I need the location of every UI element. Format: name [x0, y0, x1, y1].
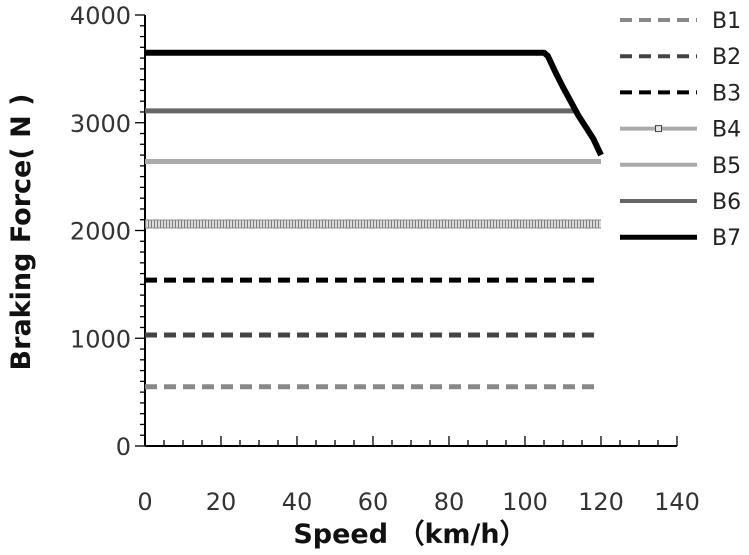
series-layer — [145, 49, 604, 390]
y-tick-label: 0 — [116, 433, 131, 461]
legend-label: B4 — [712, 118, 741, 143]
legend-item-b6: B6 — [620, 190, 741, 215]
legend: B1 B2 B3 B4 B5 B6 B7 — [620, 9, 741, 251]
axes: 0 1000 2000 3000 4000 0 20 40 60 80 100 120 140 — [70, 2, 700, 516]
x-tick-label: 120 — [578, 488, 624, 516]
x-tick-label: 80 — [434, 488, 465, 516]
y-tick-label: 2000 — [70, 218, 131, 246]
legend-label: B1 — [712, 9, 741, 34]
legend-label: B6 — [712, 190, 741, 215]
x-tick-label: 60 — [358, 488, 389, 516]
legend-item-b2: B2 — [620, 45, 741, 70]
legend-label: B5 — [712, 154, 741, 179]
y-tick-label: 4000 — [70, 2, 131, 30]
x-tick-label: 0 — [137, 488, 152, 516]
legend-label: B2 — [712, 45, 741, 70]
legend-label: B3 — [712, 81, 741, 106]
y-tick-label: 3000 — [70, 110, 131, 138]
y-tick-label: 1000 — [70, 325, 131, 353]
legend-item-b1: B1 — [620, 9, 741, 34]
x-axis-label: Speed （km/h） — [293, 519, 526, 550]
legend-item-b5: B5 — [620, 154, 741, 179]
legend-marker — [655, 125, 662, 133]
legend-label: B7 — [712, 226, 741, 251]
series-b7 — [145, 49, 604, 157]
x-tick-label: 140 — [654, 488, 700, 516]
legend-item-b4: B4 — [620, 118, 741, 143]
y-axis-label: Braking Force( N ) — [6, 94, 37, 371]
x-tick-label: 100 — [502, 488, 548, 516]
x-tick-label: 40 — [282, 488, 313, 516]
x-tick-label: 20 — [206, 488, 237, 516]
legend-item-b7: B7 — [620, 226, 741, 251]
legend-item-b3: B3 — [620, 81, 741, 106]
